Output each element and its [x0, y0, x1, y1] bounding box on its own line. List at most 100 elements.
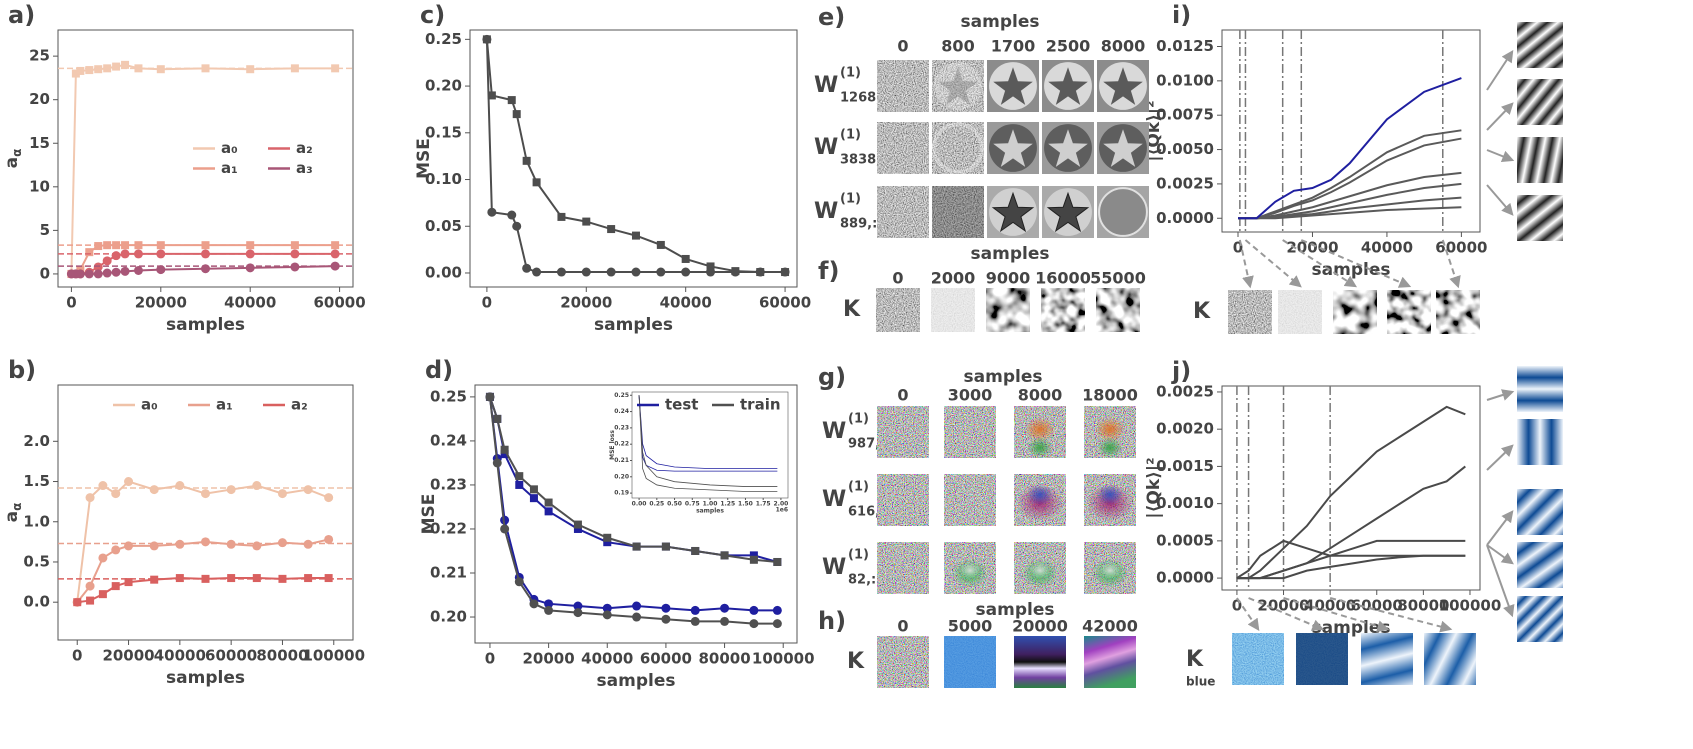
image-pixels [877, 60, 929, 112]
y-tick-label: 5 [40, 221, 50, 239]
marker [121, 60, 130, 69]
image-thumbnail [1278, 290, 1322, 334]
image-thumbnail [1097, 186, 1149, 238]
row-label: K [843, 297, 861, 322]
marker [175, 481, 185, 491]
x-tick-label: 40000 [224, 294, 276, 312]
legend-label: a₃ [296, 159, 313, 177]
marker [512, 221, 522, 231]
image-thumbnail [1517, 137, 1563, 183]
image-thumbnail [1228, 290, 1272, 334]
y-tick-label: 0.15 [425, 123, 462, 141]
series-line [488, 396, 778, 625]
column-label: 3000 [948, 386, 993, 405]
marker [706, 262, 715, 271]
image-thumbnail [1084, 474, 1136, 526]
marker [529, 485, 538, 494]
image-thumbnail [877, 636, 929, 688]
row-label: K [847, 649, 865, 674]
arrow [1248, 597, 1325, 631]
marker [493, 414, 502, 423]
image-thumbnail [1436, 290, 1480, 334]
image-thumbnail [1097, 122, 1149, 174]
image-thumbnail [1014, 474, 1066, 526]
y-axis-label-text: MSE [419, 494, 439, 535]
marker [749, 605, 759, 615]
y-axis-label-text: MSE loss [609, 430, 616, 460]
image-thumbnail [1517, 22, 1563, 68]
x-axis-label: samples [597, 671, 676, 691]
marker [111, 267, 121, 277]
x-tick-label: 1.00 [703, 501, 718, 508]
row-label: W [814, 199, 838, 224]
marker [507, 96, 516, 105]
marker [324, 493, 334, 503]
x-tick-label: 80000 [1397, 597, 1449, 615]
column-label: 9000 [986, 269, 1031, 288]
marker [656, 267, 666, 277]
image-thumbnail [987, 60, 1039, 112]
x-tick-label: 40000 [154, 647, 206, 665]
series-line [638, 395, 778, 472]
image-thumbnail [944, 406, 996, 458]
marker [175, 574, 184, 583]
legend-label: a₂ [296, 139, 313, 157]
series-line [485, 39, 786, 274]
x-tick-label: 40000 [1361, 239, 1413, 257]
image-pixels [932, 186, 984, 238]
row-label: W [822, 487, 846, 512]
y-tick-label: 15 [29, 134, 50, 152]
image-thumbnail [1517, 419, 1563, 465]
image-thumbnail [944, 542, 996, 594]
marker [93, 269, 103, 279]
marker [120, 266, 130, 276]
row-label: W [822, 419, 846, 444]
marker [324, 534, 334, 544]
image-thumbnail [877, 186, 929, 238]
x-tick-label: 40000 [581, 650, 633, 668]
y-tick-label: 0.0010 [1156, 494, 1214, 512]
image-pixels [1296, 633, 1348, 685]
x-tick-label: 60000 [759, 294, 811, 312]
marker [86, 596, 95, 605]
image-thumbnail [986, 288, 1030, 332]
x-tick-label: 60000 [313, 294, 365, 312]
marker [84, 269, 94, 279]
y-axis-label: MSE [414, 138, 434, 179]
image-pixels [877, 542, 929, 594]
y-tick-label: 0.00 [425, 263, 462, 281]
marker [149, 485, 159, 495]
row-label-superscript: (1) [848, 480, 869, 495]
axes-frame [469, 29, 798, 288]
y-tick-label: 0.22 [430, 519, 467, 537]
x-tick-label: 20000 [560, 294, 612, 312]
marker [730, 267, 740, 277]
marker [632, 612, 642, 622]
panel-label: g) [818, 363, 846, 391]
image-shape [934, 62, 982, 110]
x-tick-label: 20000 [523, 650, 575, 668]
image-thumbnail [1387, 290, 1431, 334]
panel-title: samples [964, 367, 1043, 387]
y-tick-label: 0.0005 [1156, 531, 1214, 549]
image-pixels [1517, 79, 1563, 125]
y-tick-label: 0.25 [614, 392, 629, 399]
marker [201, 537, 210, 547]
image-thumbnail [1096, 288, 1140, 332]
image-thumbnail [877, 122, 929, 174]
image-pixels [1517, 489, 1563, 535]
y-axis-label: MSE [419, 494, 439, 535]
marker [156, 241, 165, 250]
y-axis-label: MSE loss [609, 430, 616, 460]
x-tick-label: 100000 [302, 647, 365, 665]
x-tick-label: 60000 [640, 650, 692, 668]
panel-label: h) [818, 607, 846, 635]
image-thumbnail [877, 542, 929, 594]
image-pixels [1096, 288, 1140, 332]
column-label: 8000 [1018, 386, 1063, 405]
y-tick-label: 0.0075 [1156, 106, 1214, 124]
legend-label: a₂ [291, 396, 308, 414]
marker [290, 262, 300, 272]
image-thumbnail [1014, 406, 1066, 458]
